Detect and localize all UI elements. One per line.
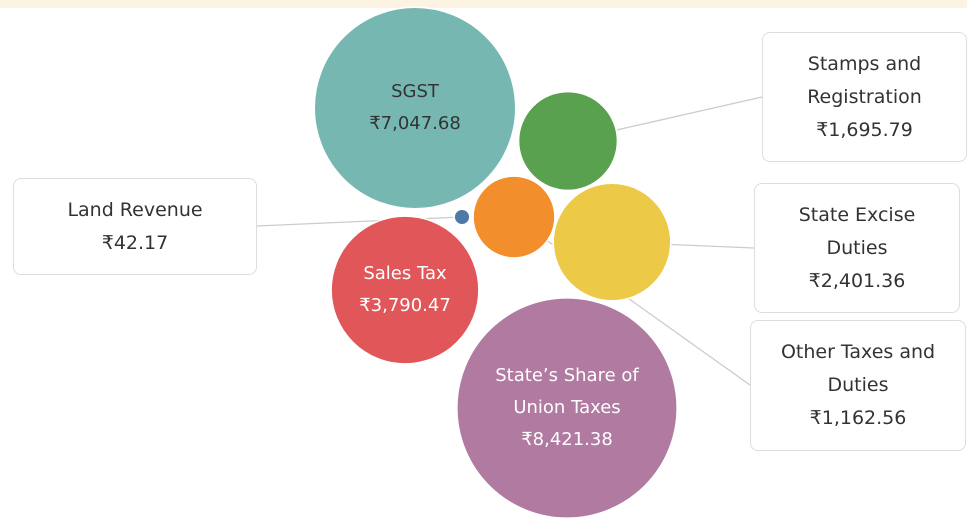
bubble (472, 175, 556, 259)
callout-box: Stamps and Registration ₹1,695.79 (762, 32, 967, 162)
bubbles (313, 6, 678, 519)
value-label: ₹8,421.38 (521, 429, 613, 450)
bubble-label: Sales Tax ₹3,790.47 (350, 258, 461, 322)
bubble (517, 90, 619, 192)
bubble (456, 297, 678, 519)
value-label: ₹2,401.36 (808, 269, 906, 292)
callout-box: State Excise Duties ₹2,401.36 (754, 183, 960, 313)
category-label: Other Taxes and Duties (780, 341, 936, 396)
category-label: Stamps and Registration (807, 52, 922, 108)
value-label: ₹7,047.68 (369, 113, 461, 134)
top-band (0, 0, 967, 8)
callout-box: Other Taxes and Duties ₹1,162.56 (750, 320, 966, 451)
category-label: Land Revenue (67, 198, 203, 221)
value-label: ₹3,790.47 (359, 295, 451, 316)
value-label: ₹1,695.79 (816, 118, 913, 141)
category-label: State’s Share of Union Taxes (495, 365, 639, 418)
callout-box: Land Revenue ₹42.17 (13, 178, 257, 275)
category-label: SGST (391, 81, 439, 102)
bubble-label: SGST ₹7,047.68 (339, 76, 490, 140)
bubble (552, 182, 672, 302)
bubble-label: State’s Share of Union Taxes ₹8,421.38 (484, 360, 649, 456)
value-label: ₹1,162.56 (809, 407, 907, 429)
category-label: Sales Tax (363, 263, 447, 284)
bubble (453, 208, 471, 226)
bubble (330, 215, 480, 365)
bubble (313, 6, 517, 210)
value-label: ₹42.17 (101, 231, 169, 254)
category-label: State Excise Duties (798, 203, 916, 259)
leader-line (256, 216, 463, 227)
